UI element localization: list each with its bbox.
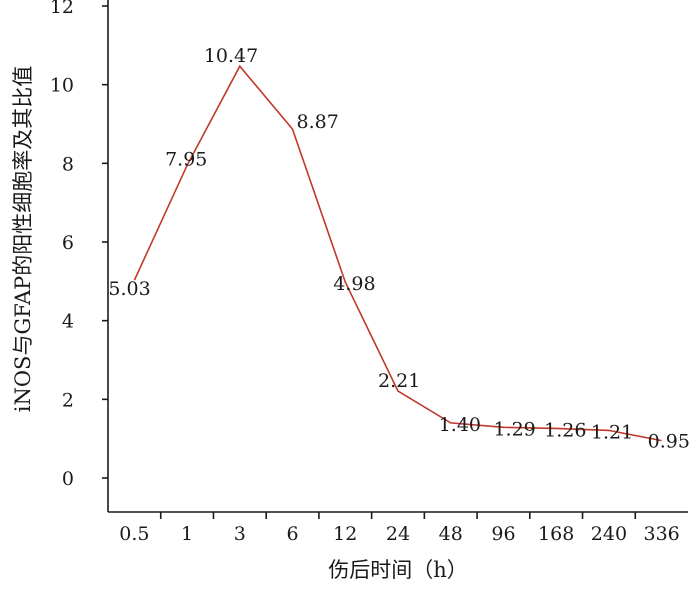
x-tick-label: 12 [333,523,357,545]
data-label: 1.29 [493,418,535,440]
x-axis-title: 伤后时间（h） [328,558,468,582]
data-label: 2.21 [378,370,420,392]
data-label: 4.98 [333,273,375,295]
x-tick-label: 336 [644,523,680,545]
x-tick-label: 6 [286,523,298,545]
x-tick-label: 48 [439,523,463,545]
y-tick-label: 10 [50,75,74,97]
data-label: 1.21 [591,421,633,443]
data-labels: 5.03 7.95 10.47 8.87 4.98 2.21 1.40 1.29 1.26 1.2… [108,45,690,452]
x-tick-label: 3 [234,523,246,545]
data-label: 8.87 [297,111,339,133]
data-label: 1.40 [439,414,481,436]
data-label: 7.95 [165,148,207,170]
series-line [133,64,662,442]
y-tick-label: 0 [62,468,74,490]
y-tick-label: 6 [62,232,74,254]
data-label: 5.03 [108,278,150,300]
y-tick-label: 4 [62,311,74,333]
data-label: 0.95 [648,431,690,453]
y-tick-label: 8 [62,153,74,175]
x-tick-label: 0.5 [119,523,149,545]
data-label: 1.26 [544,419,586,441]
x-tick-label: 1 [181,523,193,545]
x-tick-label: 240 [591,523,627,545]
x-tick-label: 168 [538,523,574,545]
series [133,64,662,442]
x-tick-label: 96 [491,523,515,545]
y-tick-label: 2 [62,389,74,411]
x-axis-ticks: 0.5 1 3 6 12 24 48 96 168 240 336 [119,512,680,545]
y-axis-ticks: 0 2 4 6 8 10 12 [50,0,108,490]
data-label: 10.47 [204,45,258,67]
y-tick-label: 12 [50,0,74,18]
y-axis-title: iNOS与GFAP的阳性细胞率及其比值 [11,66,35,413]
x-tick-label: 24 [386,523,410,545]
